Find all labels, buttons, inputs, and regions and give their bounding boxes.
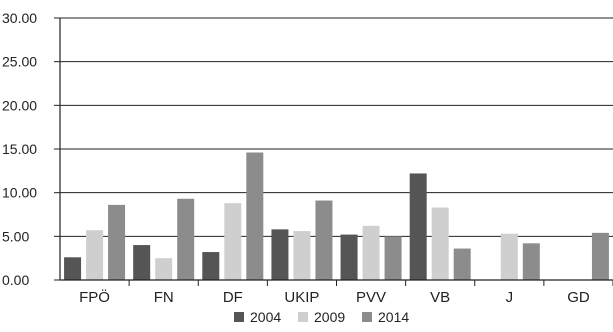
bar: [340, 234, 358, 280]
y-tick-label: 15.00: [2, 141, 37, 157]
y-tick-label: 0.00: [2, 272, 29, 288]
bar: [591, 232, 609, 280]
bar: [431, 207, 449, 280]
bar: [453, 248, 471, 280]
y-tick-label: 20.00: [2, 97, 37, 113]
legend-label: 2004: [250, 309, 281, 325]
y-tick-label: 30.00: [2, 10, 37, 26]
grid-lines: [60, 17, 613, 237]
bar: [108, 204, 126, 280]
bar: [155, 258, 173, 280]
legend-label: 2014: [378, 309, 409, 325]
x-category-label: J: [506, 289, 514, 306]
x-category-label: FN: [154, 289, 174, 306]
bar: [64, 257, 82, 280]
bar: [271, 229, 289, 280]
bar: [133, 245, 151, 280]
x-category-label: DF: [223, 289, 243, 306]
x-category-label: UKIP: [284, 289, 319, 306]
x-category-label: FPÖ: [79, 288, 110, 306]
y-tick-label: 25.00: [2, 54, 37, 70]
legend-label: 2009: [314, 309, 345, 325]
y-tick-label: 5.00: [2, 228, 29, 244]
bar: [384, 236, 402, 280]
y-axis-ticks: 0.00 5.00 10.00 15.00 20.00 25.00 30.00: [2, 10, 60, 288]
bar: [315, 200, 333, 280]
legend-swatch: [298, 312, 308, 322]
bar: [522, 243, 540, 280]
legend: 2004 2009 2014: [234, 309, 409, 325]
bar: [86, 230, 104, 280]
x-axis-labels: FPÖ FN DF UKIP PVV VB J GD: [79, 280, 613, 306]
legend-swatch: [234, 312, 244, 322]
bar: [177, 198, 195, 280]
bar: [202, 252, 220, 280]
x-category-label: GD: [567, 289, 590, 306]
x-category-label: VB: [430, 289, 450, 306]
bar: [246, 152, 264, 280]
x-category-label: PVV: [356, 289, 386, 306]
bar: [224, 203, 242, 280]
y-tick-label: 10.00: [2, 185, 37, 201]
bar: [500, 233, 518, 280]
legend-swatch: [362, 312, 372, 322]
bars: [64, 152, 609, 280]
bar: [409, 173, 427, 280]
bar: [293, 231, 311, 280]
bar: [362, 225, 380, 280]
